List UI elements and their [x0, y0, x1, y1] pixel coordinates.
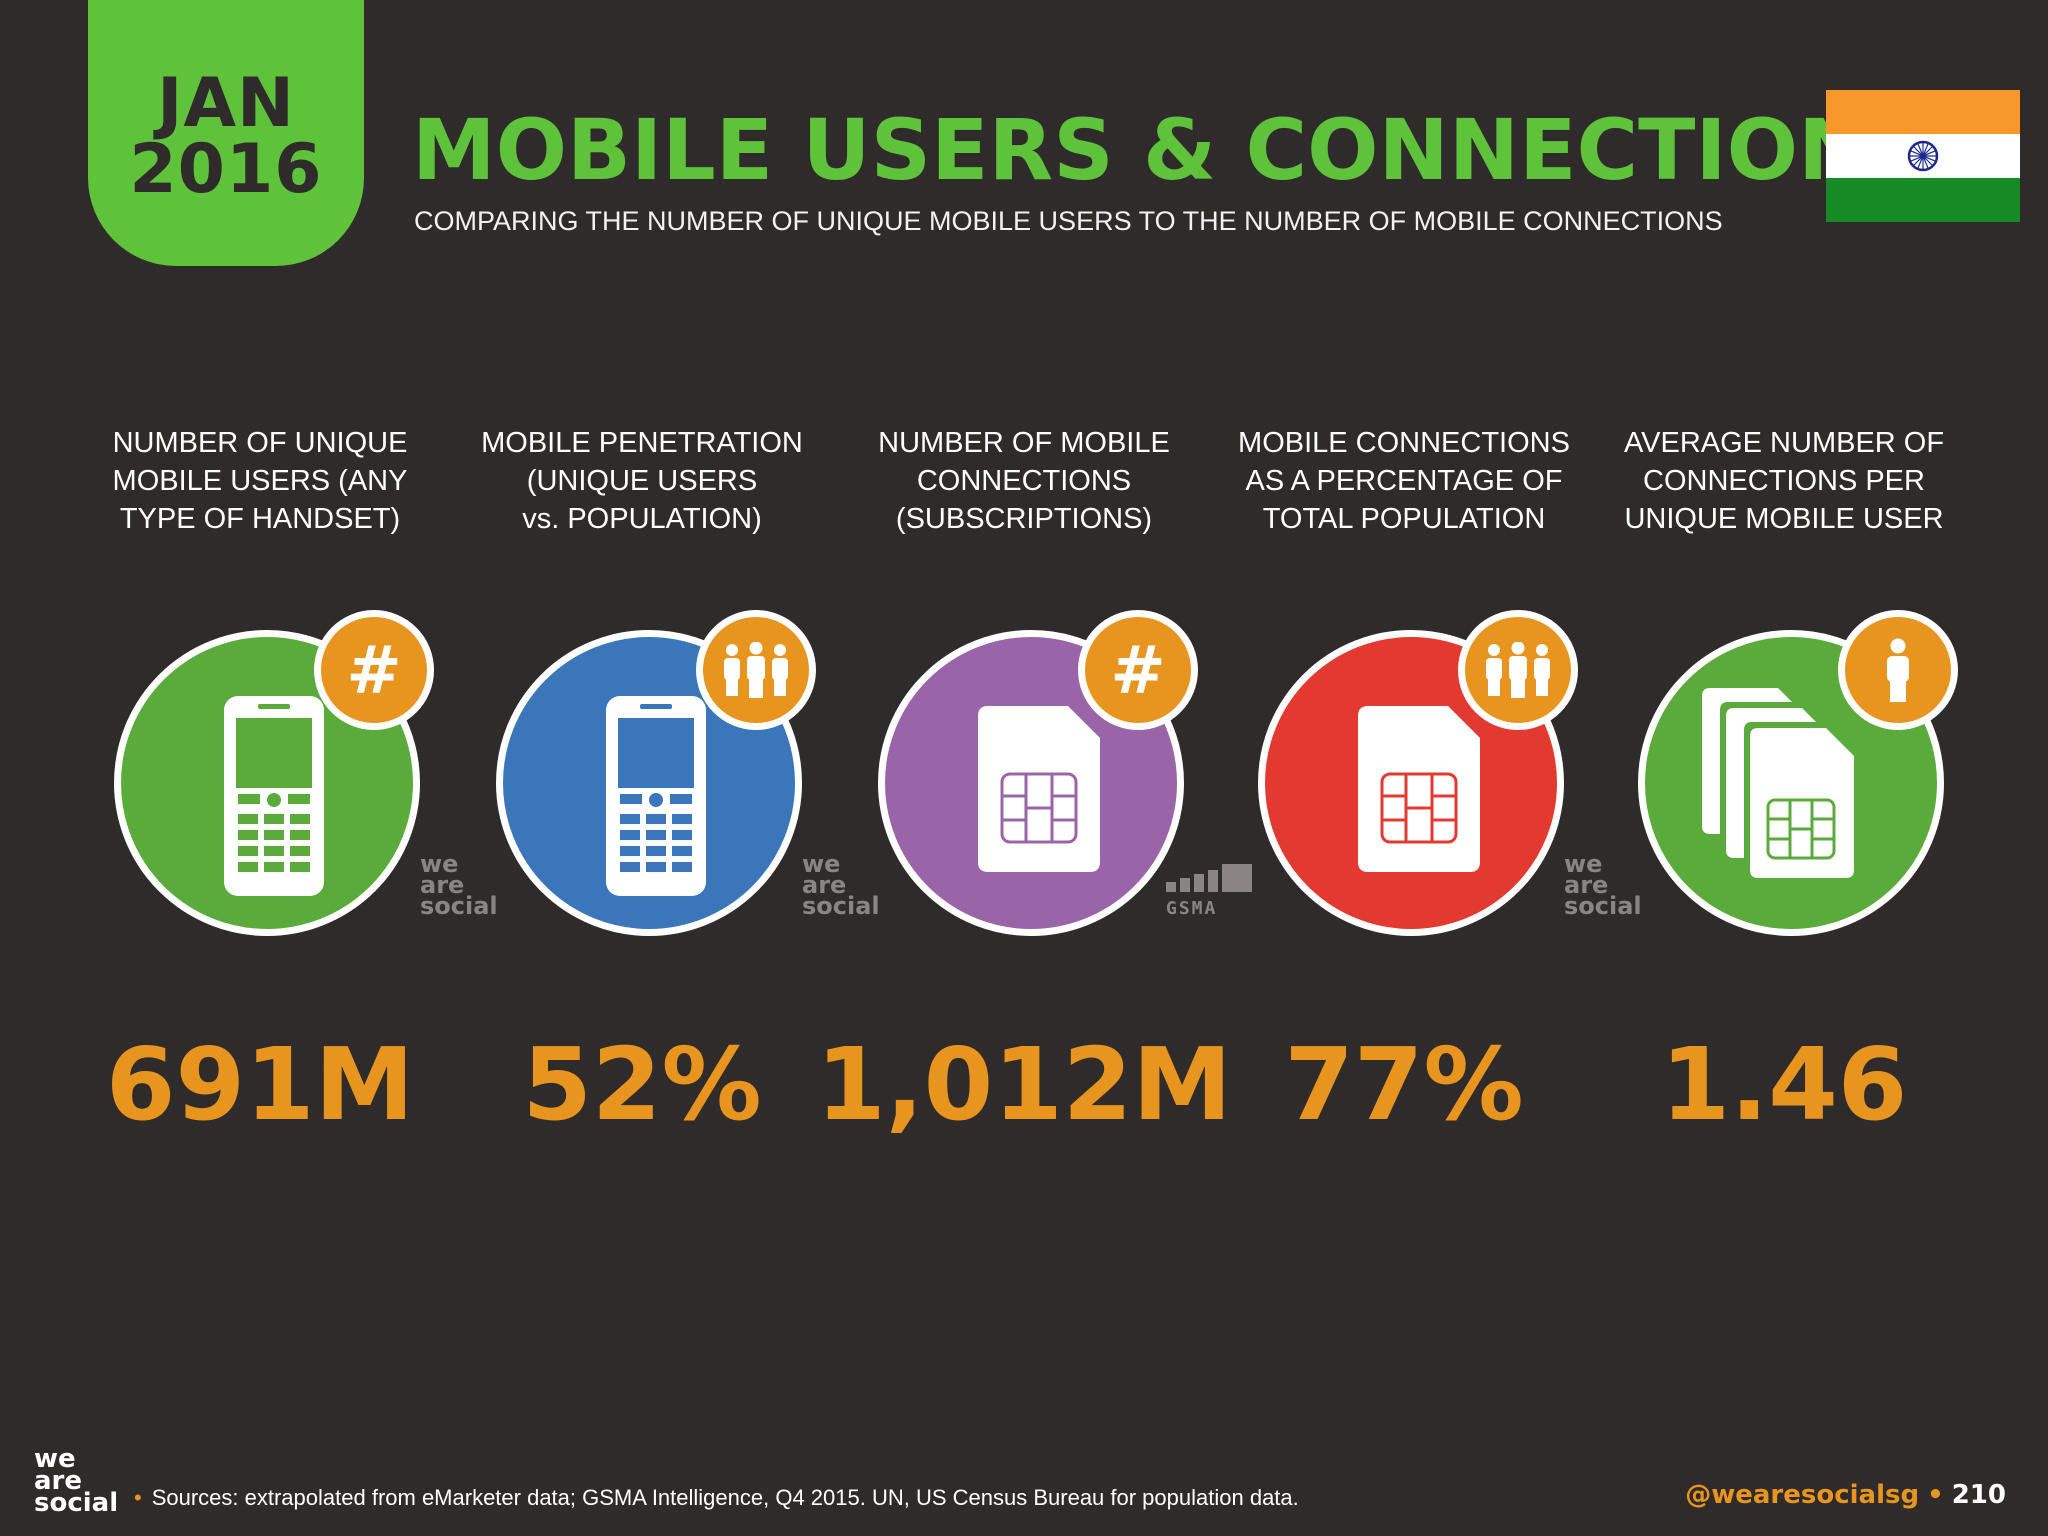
watermark-line: we — [1564, 850, 1603, 878]
hash-icon: # — [1085, 617, 1191, 723]
stat-label-line: vs. POPULATION) — [522, 503, 762, 535]
we-are-social-logo: we are social — [34, 1444, 119, 1518]
logo-line: social — [34, 1488, 119, 1518]
watermark-line: are — [802, 871, 847, 899]
stat-label-line: MOBILE CONNECTIONS — [1238, 427, 1570, 459]
date-year: 2016 — [129, 130, 323, 209]
we-are-social-watermark: we are social — [420, 850, 498, 920]
stat-unique-mobile-users: NUMBER OF UNIQUE MOBILE USERS (ANY TYPE … — [70, 420, 498, 1140]
gsma-wordmark: GSMA — [1166, 898, 1218, 919]
stat-label-line: CONNECTIONS PER — [1643, 465, 1925, 497]
stat-icon-group — [1244, 610, 1578, 940]
logo-line: we — [34, 1444, 76, 1474]
stat-value: 1,012M — [816, 1026, 1232, 1143]
stat-mobile-penetration: MOBILE PENETRATION (UNIQUE USERS vs. POP… — [452, 420, 880, 1140]
watermark-line: are — [1564, 871, 1609, 899]
date-badge: JAN 2016 — [88, 0, 364, 266]
people-group-icon — [1486, 642, 1550, 698]
stat-label-line: TOTAL POPULATION — [1262, 503, 1546, 535]
date-month: JAN — [157, 64, 295, 143]
sim-card-icon — [978, 706, 1100, 872]
stat-badge — [696, 610, 816, 730]
watermark-line: are — [420, 871, 465, 899]
watermark-line: social — [1564, 892, 1642, 920]
stat-label-line: MOBILE PENETRATION — [481, 427, 803, 459]
stat-label-line: NUMBER OF MOBILE — [878, 427, 1170, 459]
stat-label: MOBILE PENETRATION (UNIQUE USERS vs. POP… — [452, 424, 832, 538]
stat-value: 52% — [522, 1026, 762, 1143]
stat-label: NUMBER OF UNIQUE MOBILE USERS (ANY TYPE … — [70, 424, 450, 538]
stat-badge — [1838, 610, 1958, 730]
page-number: 210 — [1951, 1480, 2006, 1510]
footer-sources: • Sources: extrapolated from eMarketer da… — [134, 1484, 1299, 1512]
stat-label-line: NUMBER OF UNIQUE — [112, 427, 408, 459]
bullet-dot-icon: • — [1927, 1480, 1944, 1510]
we-are-social-watermark: we are social — [802, 850, 880, 920]
stat-label-line: UNIQUE MOBILE USER — [1624, 503, 1944, 535]
social-handle: @wearesocialsg — [1685, 1480, 1920, 1510]
stat-icon-group: # — [100, 610, 434, 940]
stat-badge: # — [1078, 610, 1198, 730]
stat-connections-per-user: AVERAGE NUMBER OF CONNECTIONS PER UNIQUE… — [1594, 420, 1974, 1140]
stat-value: 77% — [1284, 1026, 1524, 1143]
sim-card-stack-icon — [1702, 688, 1854, 878]
sources-text: Sources: extrapolated from eMarketer dat… — [151, 1485, 1299, 1510]
stat-label-line: (SUBSCRIPTIONS) — [895, 503, 1153, 535]
stat-mobile-connections: NUMBER OF MOBILE CONNECTIONS (SUBSCRIPTI… — [816, 420, 1252, 1140]
stat-connections-percentage: MOBILE CONNECTIONS AS A PERCENTAGE OF TO… — [1214, 420, 1642, 1140]
stat-icon-group — [482, 610, 816, 940]
stat-label-line: CONNECTIONS — [916, 465, 1132, 497]
stat-label: AVERAGE NUMBER OF CONNECTIONS PER UNIQUE… — [1594, 424, 1974, 538]
stat-label-line: (UNIQUE USERS — [526, 465, 758, 497]
stat-icon-group: # — [864, 610, 1198, 940]
watermark-line: social — [802, 892, 880, 920]
stat-value: 691M — [105, 1026, 415, 1143]
hash-icon: # — [321, 617, 427, 723]
stat-label-line: AS A PERCENTAGE OF — [1245, 465, 1563, 497]
stat-badge — [1458, 610, 1578, 730]
we-are-social-watermark: we are social — [1564, 850, 1642, 920]
sim-card-icon — [1358, 706, 1480, 872]
logo-line: are — [34, 1466, 83, 1496]
stat-label: NUMBER OF MOBILE CONNECTIONS (SUBSCRIPTI… — [834, 424, 1214, 538]
india-flag-icon — [1826, 90, 2020, 222]
stat-badge: # — [314, 610, 434, 730]
watermark-line: social — [420, 892, 498, 920]
bullet-dot-icon: • — [134, 1485, 142, 1510]
feature-phone-icon — [606, 696, 706, 896]
people-group-icon — [724, 642, 788, 698]
stat-label-line: MOBILE USERS (ANY — [112, 465, 408, 497]
page-title: MOBILE USERS & CONNECTIONS — [412, 101, 1929, 199]
single-person-icon — [1887, 638, 1909, 702]
footer-right: @wearesocialsg • 210 — [1685, 1480, 2006, 1510]
stat-icon-group — [1624, 610, 1958, 940]
watermark-line: we — [802, 850, 841, 878]
stat-label-line: TYPE OF HANDSET) — [119, 503, 401, 535]
feature-phone-icon — [224, 696, 324, 896]
page-subtitle: COMPARING THE NUMBER OF UNIQUE MOBILE US… — [414, 206, 1723, 236]
gsma-logo-icon — [1166, 864, 1252, 892]
watermark-line: we — [420, 850, 459, 878]
stat-value: 1.46 — [1660, 1026, 1908, 1143]
stat-label-line: AVERAGE NUMBER OF — [1623, 427, 1945, 459]
stat-label: MOBILE CONNECTIONS AS A PERCENTAGE OF TO… — [1214, 424, 1594, 538]
ashoka-chakra-icon — [1907, 140, 1939, 172]
